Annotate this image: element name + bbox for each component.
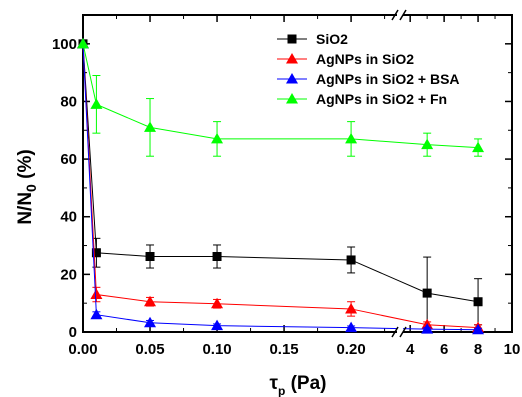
x-tick-label: 6: [440, 341, 448, 358]
axis-break-gap: [397, 327, 403, 337]
legend-item: AgNPs in SiO2 + BSA: [277, 71, 460, 87]
plot-frame: [82, 14, 513, 333]
data-point-marker: [287, 34, 297, 44]
data-point-marker: [211, 132, 224, 144]
y-tick-label: 100: [52, 36, 77, 53]
legend-label: AgNPs in SiO2 + Fn: [316, 91, 447, 107]
axis-break-slash: [399, 9, 407, 21]
data-point-marker: [422, 288, 432, 298]
legend-item: AgNPs in SiO2 + Fn: [277, 91, 447, 107]
legend-label: AgNPs in SiO2 + BSA: [316, 71, 460, 87]
series-agnps-in-sio2-fn: [77, 37, 485, 157]
data-point-marker: [90, 288, 103, 300]
data-point-marker: [212, 251, 222, 261]
y-tick-label: 40: [60, 209, 77, 226]
data-point-marker: [346, 255, 356, 265]
data-point-marker: [421, 138, 434, 150]
legend-item: SiO2: [277, 31, 348, 47]
y-axis-title-sub: 0: [23, 184, 39, 192]
data-point-marker: [90, 308, 103, 320]
data-point-marker: [473, 297, 483, 307]
data-point-marker: [472, 141, 485, 153]
data-point-marker: [91, 248, 101, 258]
y-tick-label: 20: [60, 266, 77, 283]
data-point-marker: [211, 319, 224, 331]
data-point-marker: [345, 132, 358, 144]
data-point-marker: [421, 323, 434, 334]
x-axis-title-main: τ: [269, 373, 278, 394]
x-axis-title-unit: (Pa): [285, 373, 326, 394]
axis-break-slash: [391, 326, 399, 338]
y-tick-label: 80: [60, 93, 77, 110]
axis-break-slash: [399, 326, 407, 338]
data-point-marker: [77, 37, 89, 49]
x-tick-label: 0.15: [269, 341, 298, 358]
axis-break-gap: [397, 10, 403, 20]
y-axis-title-main: N/N: [15, 192, 36, 225]
y-tick-label: 60: [60, 151, 77, 168]
data-point-marker: [345, 321, 358, 333]
y-tick-label: 0: [69, 324, 77, 341]
axes: [82, 14, 513, 333]
x-tick-label: 8: [474, 341, 482, 358]
axis-break-markers: [391, 9, 407, 338]
x-axis-title-sub: p: [278, 384, 285, 397]
x-axis-title: τp (Pa): [269, 373, 326, 397]
data-point-marker: [345, 302, 358, 314]
data-point-marker: [145, 251, 155, 261]
legend: SiO2 AgNPs in SiO2 AgNPs in SiO2 + BSA AgNP…: [277, 31, 460, 107]
x-tick-label: 0.20: [336, 341, 365, 358]
data-point-marker: [286, 53, 298, 64]
legend-label: AgNPs in SiO2: [316, 51, 414, 67]
data-point-marker: [286, 73, 298, 84]
data-point-marker: [144, 295, 157, 307]
data-point-marker: [144, 316, 157, 328]
data-point-marker: [211, 297, 224, 309]
x-tick-label: 4: [406, 341, 415, 358]
data-point-marker: [144, 121, 157, 132]
x-tick-label: 0.00: [68, 341, 97, 358]
tick-marks: [82, 15, 513, 333]
x-tick-label: 10: [504, 341, 521, 358]
x-tick-label: 0.10: [202, 341, 231, 358]
legend-label: SiO2: [316, 31, 348, 47]
tick-labels: 0 20 40 60 80 100 0.00 0.05 0.10 0.15 0.20 4 6 8 10: [52, 36, 520, 358]
x-tick-label: 0.05: [135, 341, 164, 358]
data-point-marker: [472, 323, 485, 335]
y-axis-title-unit: (%): [15, 149, 36, 184]
data-point-marker: [286, 93, 298, 104]
y-axis-title: N/N0 (%): [15, 149, 39, 224]
series: [77, 37, 485, 335]
data-point-marker: [90, 98, 103, 109]
legend-item: AgNPs in SiO2: [277, 51, 414, 67]
axis-break-slash: [391, 9, 399, 21]
